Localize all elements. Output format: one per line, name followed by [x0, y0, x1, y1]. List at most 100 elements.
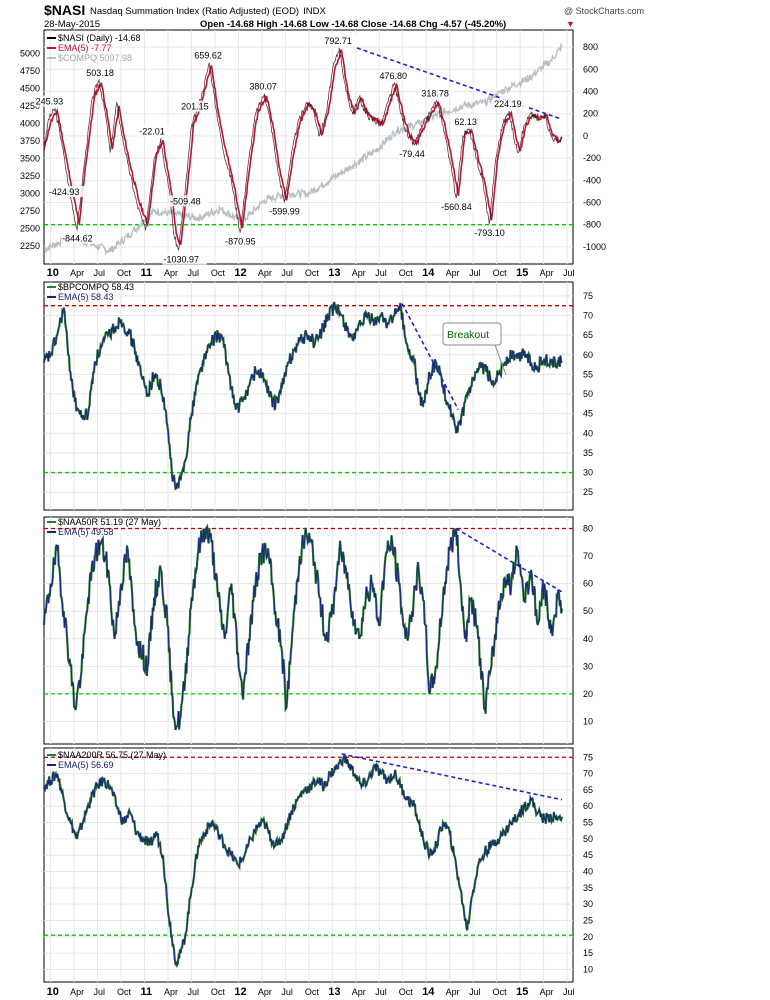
y-tick-label-right: 40 — [583, 867, 593, 877]
y-tick-label-right: 25 — [583, 916, 593, 926]
annotation-bg — [47, 186, 87, 198]
legend-naa200r-text: $NAA200R 56.75 (27 May) — [58, 750, 166, 760]
y-tick-label-right: -200 — [583, 153, 601, 163]
legend-naa50r-ema-text: EMA(5) 49.58 — [58, 527, 114, 537]
x-tick-label-bottom: Oct — [211, 987, 226, 997]
y-tick-label-right: -1000 — [583, 242, 606, 252]
x-tick-label-bottom: Jul — [281, 987, 293, 997]
y-tick-label-right: 600 — [583, 64, 598, 74]
annotation-bg — [180, 100, 214, 112]
annotation-bg — [193, 49, 228, 61]
down-arrow-icon: ▼ — [566, 19, 575, 29]
y-tick-label-right: 40 — [583, 428, 593, 438]
y-tick-label-right: 0 — [583, 131, 588, 141]
x-tick-label-bottom: Jul — [187, 987, 199, 997]
annotation-bg — [493, 98, 527, 110]
credit-label: @ StockCharts.com — [564, 6, 644, 16]
x-tick-label-bottom: Apr — [258, 987, 272, 997]
x-tick-label-top: Oct — [211, 268, 226, 278]
y-tick-label-right: 40 — [583, 634, 593, 644]
x-tick-label-bottom: 12 — [234, 986, 246, 998]
annotation-bg — [398, 147, 433, 159]
y-tick-label-right: 20 — [583, 689, 593, 699]
y-tick-label-right: 10 — [583, 964, 593, 974]
description-text: Nasdaq Summation Index (Ratio Adjusted) … — [90, 6, 299, 17]
y-tick-label-left: 3750 — [20, 136, 40, 146]
x-tick-label-bottom: Apr — [446, 987, 460, 997]
legend-bpcompq-text: $BPCOMPQ 58.43 — [58, 282, 134, 292]
x-tick-label-top: 10 — [47, 267, 59, 279]
x-tick-label-top: Jul — [281, 268, 293, 278]
x-tick-label-bottom: Apr — [352, 987, 366, 997]
y-tick-label-left: 3250 — [20, 171, 40, 181]
y-tick-label-right: 45 — [583, 409, 593, 419]
nasi-trendline — [356, 47, 563, 121]
x-tick-label-top: Apr — [258, 268, 272, 278]
y-tick-label-right: 60 — [583, 801, 593, 811]
annotation-label: 792.71 — [324, 36, 352, 46]
x-tick-label-top: Oct — [305, 268, 320, 278]
annotation-label: 201.15 — [181, 102, 209, 112]
indicator-trendline-3 — [341, 753, 563, 801]
x-tick-label-bottom: Oct — [493, 987, 508, 997]
y-tick-label-left: 4250 — [20, 101, 40, 111]
indicator-ema-series-3 — [43, 753, 563, 967]
y-tick-label-right: 15 — [583, 948, 593, 958]
x-tick-label-bottom: Apr — [70, 987, 84, 997]
x-tick-label-bottom: 14 — [422, 986, 435, 998]
legend-naa50r: $NAA50R 51.19 (27 May) EMA(5) 49.58 — [47, 517, 161, 537]
x-tick-label-bottom: 15 — [516, 986, 528, 998]
y-tick-label-right: 35 — [583, 883, 593, 893]
indicator-ema-series-1 — [43, 301, 563, 490]
y-tick-label-left: 4000 — [20, 119, 40, 129]
nasi-ema-series — [43, 49, 563, 245]
annotation-label: 380.07 — [249, 82, 277, 92]
y-tick-label-left: 4750 — [20, 66, 40, 76]
y-tick-label-left: 2250 — [20, 241, 40, 251]
y-tick-label-right: 20 — [583, 932, 593, 942]
annotation-bg — [440, 201, 480, 213]
annotation-label: -424.93 — [49, 187, 80, 197]
y-tick-label-right: 75 — [583, 291, 593, 301]
annotation-label: 318.78 — [421, 88, 449, 98]
x-tick-label-top: Jul — [375, 268, 387, 278]
x-tick-label-bottom: Jul — [94, 987, 106, 997]
annotation-label: -1030.97 — [163, 254, 199, 264]
legend-compq-text: $COMPQ 5097.98 — [58, 53, 132, 63]
annotation-bg — [453, 116, 482, 128]
y-tick-label-right: 35 — [583, 448, 593, 458]
indicator-trendline-1 — [401, 303, 460, 411]
y-tick-label-right: -400 — [583, 175, 601, 185]
annotation-bg — [34, 95, 69, 107]
y-tick-label-left: 3000 — [20, 189, 40, 199]
x-tick-label-top: 14 — [422, 267, 435, 279]
y-tick-label-right: 75 — [583, 752, 593, 762]
chart-header: $NASI Nasdaq Summation Index (Ratio Adju… — [44, 2, 644, 30]
y-tick-label-right: 80 — [583, 524, 593, 534]
value-annotations: 245.93 503.18 -424.93 -844.62 -22.01 201.15 -1… — [34, 34, 527, 265]
y-tick-label-right: -600 — [583, 198, 601, 208]
x-tick-label-top: Apr — [70, 268, 84, 278]
x-tick-label-top: Apr — [164, 268, 178, 278]
y-tick-label-right: 30 — [583, 468, 593, 478]
breakout-callout: Breakout — [442, 322, 507, 376]
annotation-bg — [378, 69, 413, 81]
x-tick-label-bottom: Jul — [563, 987, 575, 997]
y-tick-label-right: 200 — [583, 109, 598, 119]
x-tick-label-top: 15 — [516, 267, 528, 279]
annotation-label: 62.13 — [454, 117, 477, 127]
compq-series — [43, 42, 563, 256]
breakout-pointer — [494, 344, 507, 376]
y-tick-label-left: 4500 — [20, 84, 40, 94]
legend-bpcompq-ema-text: EMA(5) 58.43 — [58, 292, 114, 302]
exchange-text: INDX — [303, 6, 326, 17]
annotation-label: -793.10 — [474, 228, 505, 238]
breakout-box — [442, 322, 502, 346]
x-tick-label-bottom: Jul — [469, 987, 481, 997]
x-tick-label-top: Oct — [493, 268, 508, 278]
x-tick-label-top: Jul — [563, 268, 575, 278]
x-tick-label-bottom: Oct — [399, 987, 414, 997]
x-tick-label-top: Apr — [446, 268, 460, 278]
y-tick-label-right: 800 — [583, 42, 598, 52]
